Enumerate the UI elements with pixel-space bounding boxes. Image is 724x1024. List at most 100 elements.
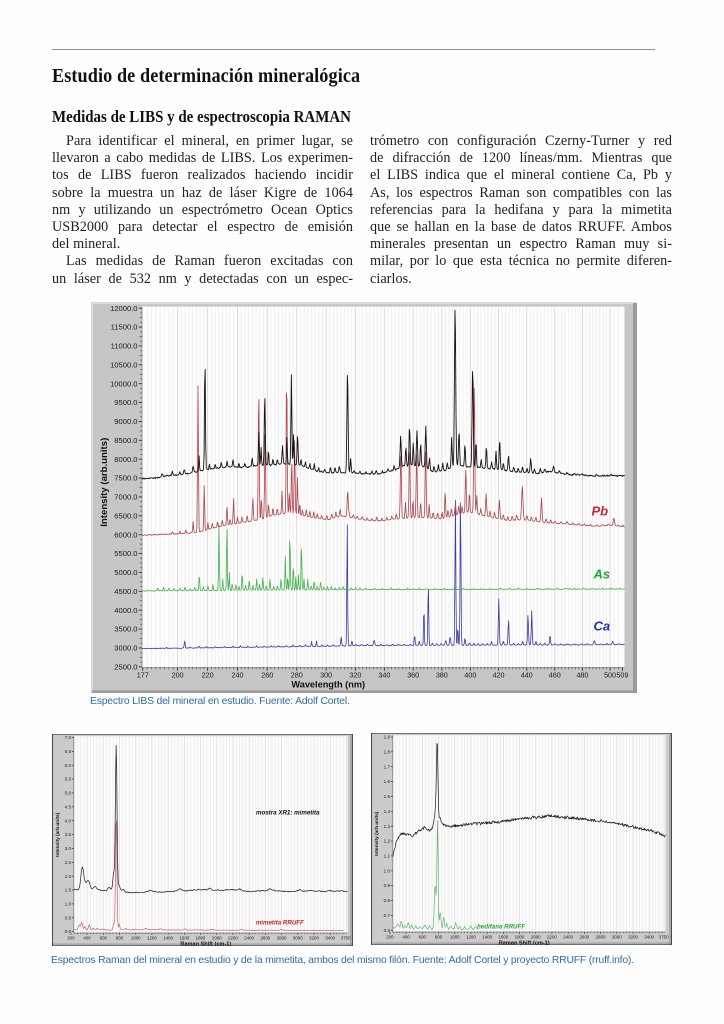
svg-text:1800: 1800: [514, 934, 524, 939]
svg-text:3750: 3750: [341, 935, 351, 940]
svg-text:360: 360: [407, 671, 419, 680]
svg-text:12000.0: 12000.0: [110, 304, 137, 313]
svg-text:1600: 1600: [179, 935, 189, 940]
svg-text:320: 320: [349, 671, 361, 680]
svg-text:1.9: 1.9: [383, 735, 390, 740]
svg-text:340: 340: [378, 671, 390, 680]
svg-text:7500.0: 7500.0: [114, 474, 137, 483]
svg-text:480: 480: [576, 671, 588, 680]
svg-text:5500.0: 5500.0: [114, 549, 137, 558]
svg-text:3400: 3400: [644, 934, 654, 939]
svg-text:Pb: Pb: [591, 503, 608, 518]
svg-text:2200: 2200: [228, 935, 238, 940]
svg-text:440: 440: [521, 671, 533, 680]
svg-text:0.9: 0.9: [383, 883, 390, 888]
svg-text:Intensity (arb.units): Intensity (arb.units): [99, 438, 110, 527]
svg-text:2500.0: 2500.0: [114, 662, 137, 671]
svg-text:Intensity (arb.units): Intensity (arb.units): [373, 811, 379, 856]
svg-text:2000: 2000: [530, 934, 540, 939]
svg-text:200: 200: [67, 935, 75, 940]
svg-text:mostra XR1: mimetita: mostra XR1: mimetita: [256, 809, 320, 816]
svg-text:1.7: 1.7: [383, 764, 390, 769]
svg-text:0.5: 0.5: [65, 915, 72, 920]
svg-text:4000.0: 4000.0: [114, 606, 137, 615]
svg-text:2800: 2800: [595, 934, 605, 939]
svg-text:2400: 2400: [244, 935, 254, 940]
svg-text:10000.0: 10000.0: [110, 379, 137, 388]
svg-text:6500.0: 6500.0: [114, 511, 137, 520]
svg-text:6000.0: 6000.0: [114, 530, 137, 539]
svg-text:4.0: 4.0: [65, 818, 72, 823]
svg-text:1.2: 1.2: [383, 839, 390, 844]
svg-text:800: 800: [434, 934, 442, 939]
svg-text:3.0: 3.0: [65, 846, 72, 851]
svg-text:260: 260: [261, 671, 273, 680]
svg-text:1.0: 1.0: [383, 868, 390, 873]
svg-text:2.0: 2.0: [65, 873, 72, 878]
svg-text:400: 400: [464, 671, 476, 680]
svg-text:1400: 1400: [163, 935, 173, 940]
svg-text:5.5: 5.5: [65, 776, 72, 781]
svg-text:2600: 2600: [579, 934, 589, 939]
svg-text:1000: 1000: [131, 935, 141, 940]
svg-text:Raman Shift (cm-1): Raman Shift (cm-1): [498, 941, 549, 945]
svg-text:400: 400: [402, 934, 410, 939]
svg-text:Wavelength (nm): Wavelength (nm): [291, 680, 365, 690]
svg-text:0.8: 0.8: [383, 898, 390, 903]
svg-text:200: 200: [386, 934, 394, 939]
svg-text:420: 420: [493, 671, 505, 680]
svg-text:200: 200: [172, 671, 184, 680]
svg-text:Ca: Ca: [593, 618, 610, 633]
svg-text:1.0: 1.0: [65, 901, 72, 906]
svg-text:8500.0: 8500.0: [114, 436, 137, 445]
svg-text:8000.0: 8000.0: [114, 455, 137, 464]
svg-text:177: 177: [137, 671, 149, 680]
svg-text:6.0: 6.0: [65, 762, 72, 767]
svg-text:3200: 3200: [309, 935, 319, 940]
svg-text:3000: 3000: [611, 934, 621, 939]
svg-text:240: 240: [232, 671, 244, 680]
svg-text:3000: 3000: [293, 935, 303, 940]
svg-text:500: 500: [604, 671, 616, 680]
svg-text:600: 600: [100, 935, 108, 940]
svg-text:11000.0: 11000.0: [111, 342, 138, 351]
svg-text:460: 460: [549, 671, 561, 680]
svg-text:2400: 2400: [563, 934, 573, 939]
svg-text:1.5: 1.5: [383, 794, 390, 799]
svg-text:220: 220: [202, 671, 214, 680]
svg-text:300: 300: [320, 671, 332, 680]
svg-text:3200: 3200: [628, 934, 638, 939]
svg-text:1600: 1600: [498, 934, 508, 939]
svg-text:1.5: 1.5: [65, 887, 72, 892]
svg-text:mimetita RRUFF: mimetita RRUFF: [256, 919, 304, 926]
svg-text:1.4: 1.4: [383, 809, 390, 814]
svg-text:5.0: 5.0: [65, 790, 72, 795]
svg-text:1000: 1000: [449, 934, 459, 939]
svg-text:4.5: 4.5: [65, 804, 72, 809]
svg-text:6.5: 6.5: [65, 748, 72, 753]
svg-text:1200: 1200: [466, 934, 476, 939]
svg-text:1800: 1800: [196, 935, 206, 940]
svg-text:3.5: 3.5: [65, 832, 72, 837]
svg-text:380: 380: [436, 671, 448, 680]
svg-text:3750: 3750: [658, 934, 668, 939]
svg-text:2800: 2800: [277, 935, 287, 940]
svg-text:10500.0: 10500.0: [110, 360, 137, 369]
svg-text:9000.0: 9000.0: [114, 417, 137, 426]
svg-text:Raman Shift (cm-1): Raman Shift (cm-1): [180, 941, 231, 945]
svg-text:509: 509: [616, 671, 628, 680]
svg-text:9500.0: 9500.0: [114, 398, 137, 407]
svg-text:2600: 2600: [260, 935, 270, 940]
svg-text:1.1: 1.1: [383, 854, 390, 859]
svg-text:5000.0: 5000.0: [114, 568, 137, 577]
svg-text:1200: 1200: [147, 935, 157, 940]
svg-text:0.7: 0.7: [383, 913, 390, 918]
svg-text:hedifana RRUFF: hedifana RRUFF: [477, 924, 525, 931]
svg-text:280: 280: [291, 671, 303, 680]
svg-text:400: 400: [83, 935, 91, 940]
svg-text:3000.0: 3000.0: [114, 644, 137, 653]
svg-text:1.6: 1.6: [383, 779, 390, 784]
svg-text:Intensity (arb.units): Intensity (arb.units): [55, 812, 61, 857]
svg-text:7.0: 7.0: [65, 735, 72, 740]
svg-text:0.6: 0.6: [383, 928, 390, 933]
